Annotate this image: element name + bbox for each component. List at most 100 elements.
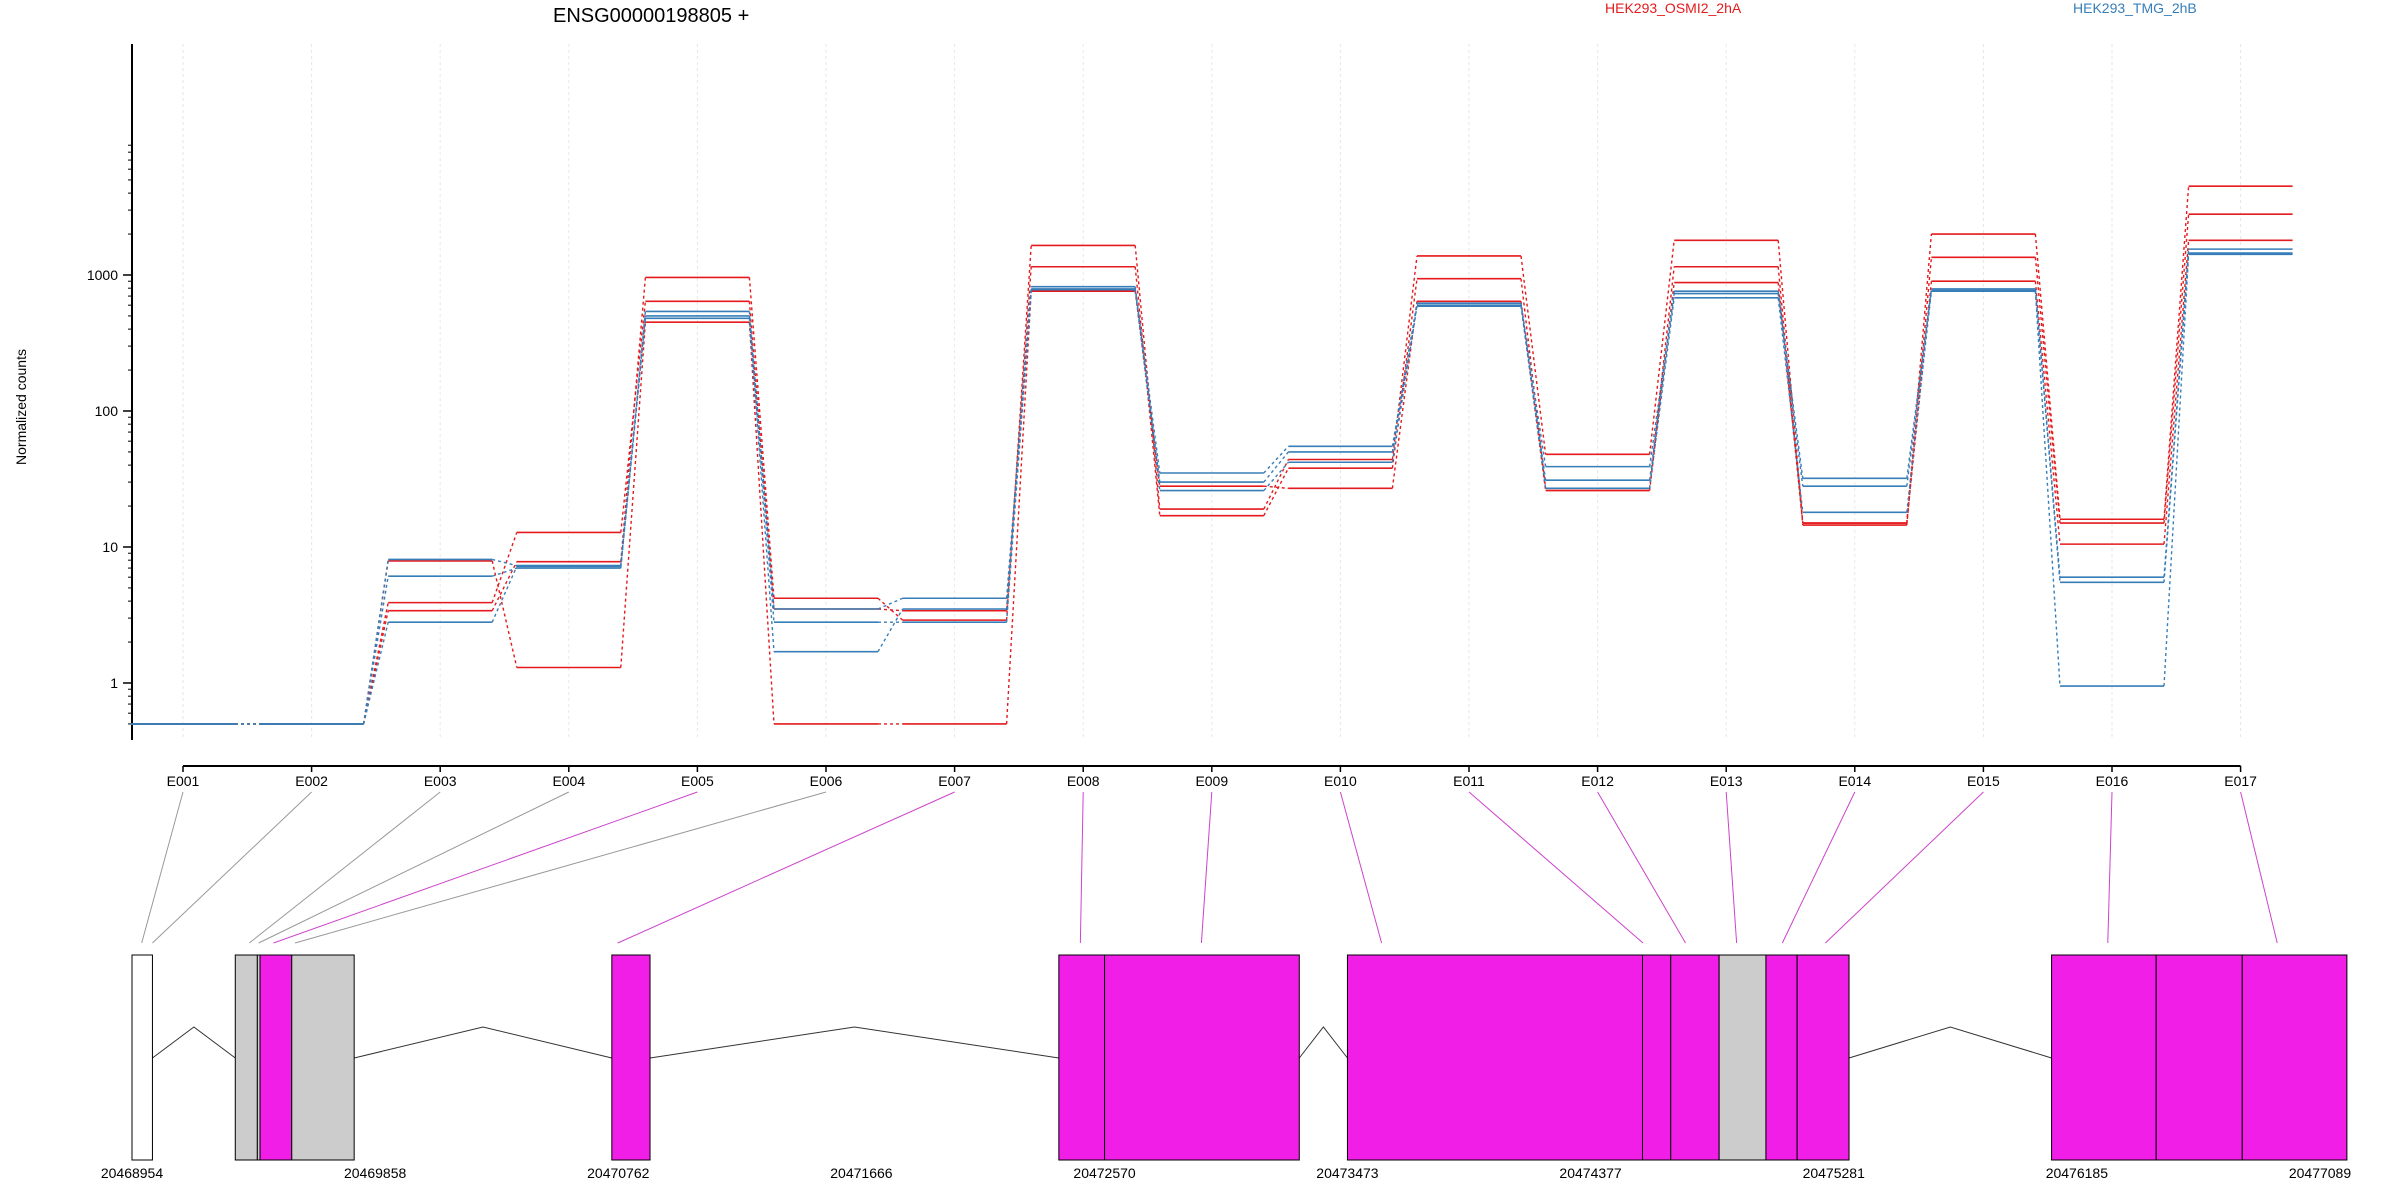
mapping-line-E009	[1200, 791, 1213, 944]
genomic-tick-20471666: 20471666	[830, 1165, 893, 1181]
exon-E004	[259, 954, 293, 1161]
exon-E006	[611, 954, 651, 1161]
series-4-connector-E013	[1777, 293, 1804, 487]
x-tick-label-E006: E006	[810, 773, 843, 789]
series-5-connector-E008	[1134, 289, 1161, 491]
x-tick-label-E009: E009	[1195, 773, 1228, 789]
series-5-connector-E011	[1520, 306, 1547, 489]
x-tick-label-E001: E001	[167, 773, 200, 789]
series-2-connector-E003	[491, 560, 518, 668]
mapping-line-E006	[294, 791, 827, 944]
axes: 1 10 100 1000 E001 E002 E003 E004 E005 E006 E007 E0…	[87, 44, 2257, 789]
exon-E011	[1670, 954, 1720, 1161]
series-5-connector-E010	[1391, 306, 1418, 463]
series-5-connector-E005	[748, 318, 775, 623]
intron-E001	[152, 1026, 236, 1059]
series-2-connector-E011	[1520, 301, 1547, 491]
x-tick-label-E002: E002	[295, 773, 328, 789]
genomic-tick-20474377: 20474377	[1559, 1165, 1622, 1181]
genomic-tick-20472570: 20472570	[1073, 1165, 1136, 1181]
genomic-tick-20477089: 20477089	[2289, 1165, 2352, 1181]
series-0-connector-E007	[1005, 245, 1032, 621]
y-tick-label-1000: 1000	[87, 267, 118, 283]
gene-model: 20468954 20469858 20470762 20471666 20472570…	[101, 954, 2352, 1181]
x-tick-label-E017: E017	[2224, 773, 2257, 789]
mapping-line-E012	[1597, 791, 1686, 944]
intron-E006	[649, 1026, 1059, 1059]
series-0-connector-E002	[362, 610, 389, 725]
exon-E014	[1796, 954, 1850, 1161]
series-1-connector-E011	[1520, 278, 1547, 489]
series-0-connector-E012	[1648, 240, 1675, 455]
x-tick-label-E004: E004	[552, 773, 585, 789]
series-layer	[131, 185, 2293, 725]
x-tick-label-E003: E003	[424, 773, 457, 789]
series-1-connector-E016	[2163, 214, 2190, 524]
series-4-connector-E009	[1263, 451, 1289, 483]
x-tick-label-E011: E011	[1453, 773, 1485, 789]
series-5-connector-E003	[491, 566, 518, 623]
exon-E010	[1641, 954, 1672, 1161]
mapping-line-E015	[1825, 791, 1984, 944]
mapping-line-E004	[258, 791, 570, 944]
x-tick-label-E014: E014	[1838, 773, 1871, 789]
mapping-line-E010	[1339, 791, 1383, 944]
series-2-connector-E005	[748, 322, 775, 724]
exon-E015	[2051, 954, 2157, 1161]
series-0-connector-E003	[491, 561, 518, 612]
genomic-tick-20475281: 20475281	[1803, 1165, 1866, 1181]
series-3-connector-E002	[362, 559, 389, 725]
x-tick-label-E015: E015	[1967, 773, 2000, 789]
series-0-connector-E011	[1520, 255, 1547, 455]
series-2-connector-E013	[1777, 282, 1804, 524]
mapping-line-E016	[2107, 791, 2113, 944]
series-2-connector-E015	[2034, 281, 2061, 545]
series-2-connector-E016	[2163, 240, 2190, 545]
exon-E016	[2155, 954, 2243, 1161]
genomic-tick-20470762: 20470762	[587, 1165, 650, 1181]
series-3-connector-E009	[1263, 445, 1289, 474]
genomic-tick-20468954: 20468954	[101, 1165, 164, 1181]
series-0-connector-E004	[620, 277, 647, 562]
intron-E005	[354, 1026, 612, 1059]
y-axis-label: Normalized counts	[13, 349, 29, 465]
series-5-connector-E015	[2034, 291, 2061, 687]
x-tick-label-E007: E007	[938, 773, 971, 789]
series-2-connector-E004	[620, 322, 647, 668]
mapping-line-E014	[1781, 791, 1856, 944]
exon-E001	[131, 954, 153, 1161]
y-tick-label-100: 100	[95, 403, 119, 419]
exon-E012	[1718, 954, 1767, 1161]
x-tick-label-E010: E010	[1324, 773, 1357, 789]
series-1-connector-E004	[620, 301, 647, 533]
series-4-connector-E007	[1005, 288, 1032, 610]
series-5-connector-E002	[362, 622, 389, 725]
series-4-connector-E015	[2034, 290, 2061, 583]
series-4-connector-E010	[1391, 305, 1418, 453]
exon-E007	[1058, 954, 1106, 1161]
genomic-tick-20476185: 20476185	[2046, 1165, 2109, 1181]
legend-osmi: HEK293_OSMI2_2hA	[1605, 0, 1742, 16]
mapping-line-E008	[1079, 791, 1084, 944]
exon-E013	[1765, 954, 1798, 1161]
series-3-connector-E011	[1520, 303, 1547, 467]
mapping-line-E011	[1468, 791, 1644, 944]
series-4-connector-E004	[620, 315, 647, 569]
mapping-line-E017	[2240, 791, 2278, 944]
mapping-line-E003	[248, 791, 441, 944]
series-4-connector-E006	[877, 608, 904, 653]
exon-E005	[291, 954, 355, 1161]
x-tick-label-E013: E013	[1710, 773, 1743, 789]
series-5-connector-E009	[1263, 461, 1289, 492]
mapping-line-E007	[617, 791, 955, 944]
exon-E002	[234, 954, 258, 1161]
series-2-connector-E007	[1005, 291, 1032, 724]
series-2-connector-E012	[1648, 282, 1675, 491]
series-5-connector-E012	[1648, 297, 1675, 489]
mapping-line-E001	[141, 791, 184, 944]
series-2-connector-E008	[1134, 291, 1161, 487]
exon-E008	[1104, 954, 1300, 1161]
intron-E014	[1848, 1026, 2052, 1059]
x-tick-label-E005: E005	[681, 773, 714, 789]
